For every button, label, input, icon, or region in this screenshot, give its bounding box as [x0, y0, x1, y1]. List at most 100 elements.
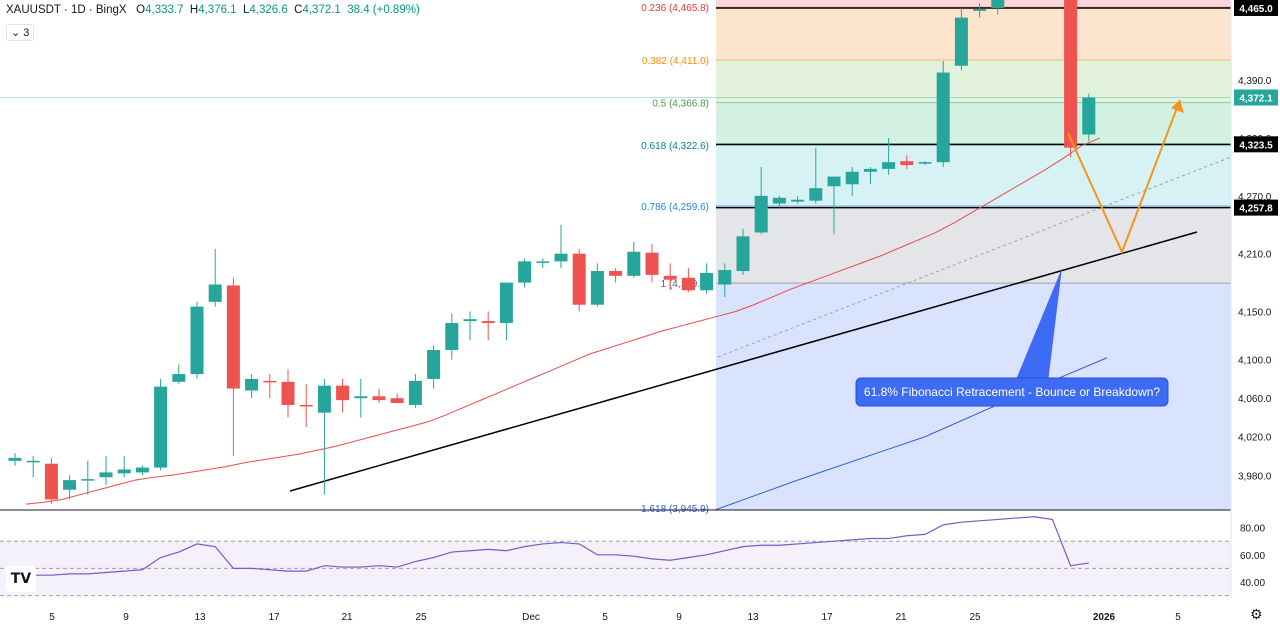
candle-body — [827, 176, 841, 187]
candle-body — [973, 8, 987, 11]
candle-body — [81, 479, 95, 481]
rsi-line — [15, 516, 1089, 576]
candle-body — [918, 162, 932, 164]
fib-zone — [716, 145, 1231, 206]
candle-body — [336, 385, 350, 401]
candle-body — [772, 197, 786, 204]
candle-body — [26, 460, 40, 463]
candle-body — [991, 0, 1005, 8]
candle-body — [226, 285, 240, 389]
candle-body — [518, 261, 532, 283]
y-tick-label: 4,270.0 — [1238, 192, 1272, 203]
fib-level-label: 0.5 (4,366.8) — [652, 99, 709, 110]
y-tick-label: 4,020.0 — [1238, 433, 1272, 444]
candle-body — [791, 199, 805, 202]
candle-body — [882, 162, 896, 169]
candle-body — [645, 252, 659, 275]
candle-body — [135, 467, 149, 473]
gear-icon[interactable]: ⚙ — [1250, 607, 1263, 623]
y-tick-label: 3,980.0 — [1238, 471, 1272, 482]
candle-body — [99, 472, 113, 478]
candle-body — [8, 457, 22, 461]
candle-body — [154, 386, 168, 468]
x-tick-label: 21 — [341, 612, 353, 623]
rsi-tick-label: 60.00 — [1240, 551, 1265, 562]
low-value: 4,326.6 — [249, 4, 288, 16]
x-tick-label: 13 — [747, 612, 759, 623]
x-tick-label: 21 — [895, 612, 907, 623]
candle-body — [445, 323, 459, 351]
y-tick-label: 4,150.0 — [1238, 307, 1272, 318]
fib-level-label: 0.382 (4,411.0) — [642, 56, 709, 67]
candle-body — [736, 236, 750, 272]
fib-zone — [716, 60, 1231, 103]
candle-body — [44, 463, 58, 500]
candle-body — [572, 253, 586, 305]
projection-arrow — [1067, 99, 1181, 255]
high-label: H — [189, 4, 199, 16]
price-level-badge — [1234, 0, 1278, 16]
symbol-title: XAUUSDT · 1D · BingX — [6, 4, 127, 16]
candle-body — [900, 161, 914, 166]
annotation-text: 61.8% Fibonacci Retracement - Bounce or … — [864, 385, 1160, 399]
x-tick-label: 17 — [268, 612, 280, 623]
y-tick-label: 4,210.0 — [1238, 250, 1272, 261]
x-tick-label: 25 — [969, 612, 981, 623]
candle-body — [590, 271, 604, 305]
indicator-count: 3 — [23, 27, 30, 39]
open-label: O — [136, 4, 146, 16]
y-tick-label: 4,390.0 — [1238, 76, 1272, 87]
candle-body — [408, 380, 422, 405]
candle-body — [1064, 0, 1078, 148]
x-tick-label: 2026 — [1093, 612, 1116, 623]
candle-body — [354, 396, 368, 399]
price-level-badge — [1234, 89, 1278, 106]
open-value: 4,333.7 — [145, 4, 184, 16]
trend-line — [289, 231, 1198, 492]
y-tick-label: 4,100.0 — [1238, 356, 1272, 367]
x-tick-label: 9 — [676, 612, 682, 623]
indicator-toggle[interactable]: ⌄ 3 — [6, 24, 35, 41]
candle-body — [536, 261, 550, 263]
symbol-header: XAUUSDT · 1D · BingX O4,333.7 H4,376.1 L… — [6, 4, 420, 16]
candle-body — [754, 195, 768, 233]
candle-body — [299, 404, 313, 407]
candle-body — [718, 270, 732, 285]
candle-body — [390, 398, 404, 404]
fib-zone — [716, 7, 1231, 61]
close-value: 4,372.1 — [302, 4, 341, 16]
candle-body — [208, 284, 222, 302]
x-tick-label: 9 — [123, 612, 129, 623]
chevron-down-icon: ⌄ — [11, 27, 21, 39]
candle-body — [554, 253, 568, 262]
candle-body — [117, 469, 131, 474]
candle-body — [1082, 97, 1096, 135]
candle-body — [499, 282, 513, 324]
candle-body — [481, 321, 495, 324]
candle-body — [190, 306, 204, 375]
fib-level-label: 0.618 (4,322.6) — [641, 141, 709, 152]
candle-body — [245, 378, 259, 391]
price-level-badge-text: 4,465.0 — [1239, 4, 1273, 15]
fib-zone — [716, 102, 1231, 146]
candle-body — [863, 168, 877, 172]
close-label: C — [294, 4, 303, 16]
candle-body — [700, 272, 714, 291]
candle-body — [281, 381, 295, 405]
tradingview-logo[interactable]: TV — [6, 566, 36, 592]
candle-body — [627, 251, 641, 276]
candle-body — [954, 17, 968, 66]
high-value: 4,376.1 — [198, 4, 237, 16]
x-tick-label: Dec — [522, 612, 540, 623]
x-tick-label: 5 — [49, 612, 55, 623]
candle-body — [845, 171, 859, 185]
price-level-badge — [1234, 199, 1278, 216]
y-tick-label: 4,060.0 — [1238, 394, 1272, 405]
candle-body — [63, 480, 77, 490]
fib-level-label: 0.236 (4,465.8) — [641, 3, 709, 14]
x-tick-label: 5 — [1175, 612, 1181, 623]
arrow-head — [1171, 100, 1184, 113]
candle-body — [609, 271, 623, 276]
low-label: L — [242, 4, 250, 16]
